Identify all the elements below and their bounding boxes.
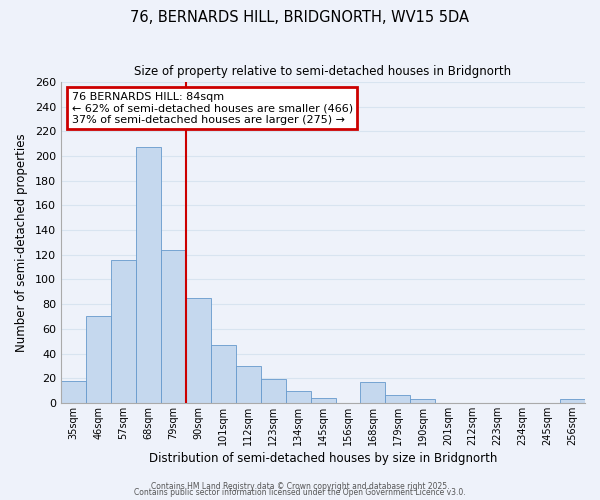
X-axis label: Distribution of semi-detached houses by size in Bridgnorth: Distribution of semi-detached houses by … <box>149 452 497 465</box>
Text: 76 BERNARDS HILL: 84sqm
← 62% of semi-detached houses are smaller (466)
37% of s: 76 BERNARDS HILL: 84sqm ← 62% of semi-de… <box>71 92 353 125</box>
Bar <box>61 380 86 403</box>
Bar <box>186 298 211 403</box>
Bar <box>161 250 186 403</box>
Bar <box>86 316 111 403</box>
Bar <box>260 380 286 403</box>
Bar <box>111 260 136 403</box>
Bar <box>385 396 410 403</box>
Bar <box>236 366 260 403</box>
Bar <box>211 345 236 403</box>
Bar <box>286 390 311 403</box>
Text: 76, BERNARDS HILL, BRIDGNORTH, WV15 5DA: 76, BERNARDS HILL, BRIDGNORTH, WV15 5DA <box>131 10 470 25</box>
Bar <box>560 399 585 403</box>
Text: Contains HM Land Registry data © Crown copyright and database right 2025.: Contains HM Land Registry data © Crown c… <box>151 482 449 491</box>
Bar <box>410 399 436 403</box>
Y-axis label: Number of semi-detached properties: Number of semi-detached properties <box>15 133 28 352</box>
Bar <box>361 382 385 403</box>
Title: Size of property relative to semi-detached houses in Bridgnorth: Size of property relative to semi-detach… <box>134 65 512 78</box>
Bar <box>136 148 161 403</box>
Text: Contains public sector information licensed under the Open Government Licence v3: Contains public sector information licen… <box>134 488 466 497</box>
Bar <box>311 398 335 403</box>
